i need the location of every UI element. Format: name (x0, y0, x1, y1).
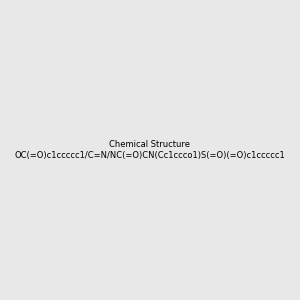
Text: Chemical Structure
OC(=O)c1ccccc1/C=N/NC(=O)CN(Cc1ccco1)S(=O)(=O)c1ccccc1: Chemical Structure OC(=O)c1ccccc1/C=N/NC… (15, 140, 285, 160)
